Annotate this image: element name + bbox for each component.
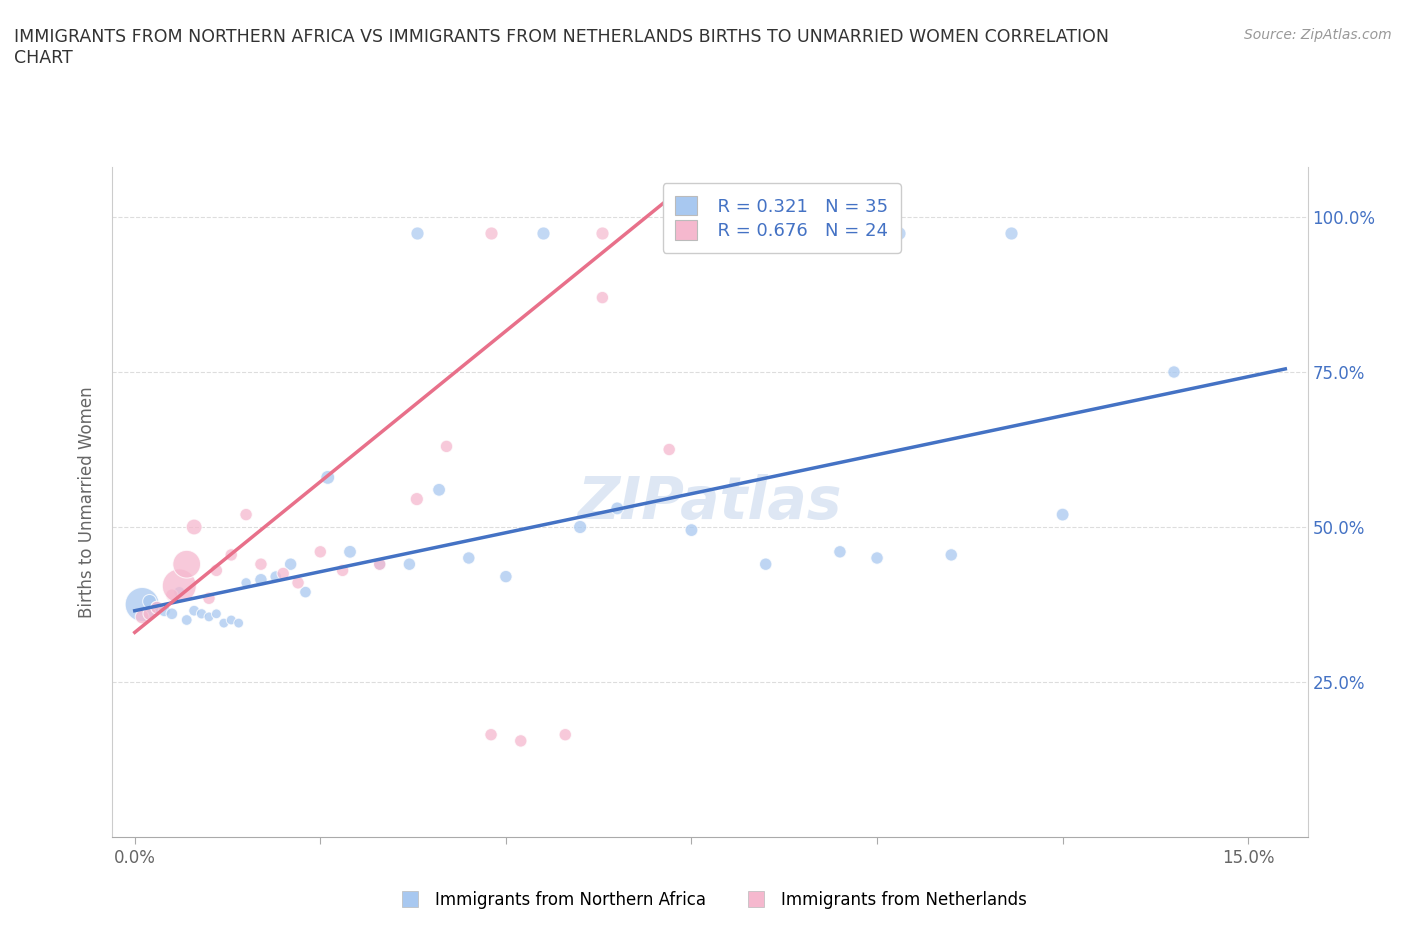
Point — [169, 578, 191, 593]
Point — [554, 727, 576, 742]
Point — [138, 606, 160, 621]
Point — [212, 616, 235, 631]
Point — [138, 594, 160, 609]
Text: IMMIGRANTS FROM NORTHERN AFRICA VS IMMIGRANTS FROM NETHERLANDS BIRTHS TO UNMARRI: IMMIGRANTS FROM NORTHERN AFRICA VS IMMIG… — [14, 28, 1109, 67]
Point — [531, 225, 554, 240]
Point — [205, 563, 228, 578]
Point — [569, 520, 592, 535]
Point — [755, 557, 778, 572]
Point — [457, 551, 479, 565]
Point — [316, 470, 339, 485]
Point — [228, 616, 250, 631]
Point — [658, 442, 681, 457]
Point — [495, 569, 517, 584]
Point — [368, 557, 391, 572]
Point — [332, 563, 354, 578]
Text: ZIPatlas: ZIPatlas — [578, 473, 842, 531]
Point — [681, 523, 703, 538]
Point — [309, 544, 332, 559]
Point — [271, 566, 294, 581]
Point — [1163, 365, 1185, 379]
Point — [339, 544, 361, 559]
Point — [436, 439, 458, 454]
Point — [941, 548, 963, 563]
Point — [398, 557, 420, 572]
Point — [176, 557, 198, 572]
Point — [405, 492, 427, 507]
Point — [153, 604, 176, 618]
Point — [287, 576, 309, 591]
Point — [219, 548, 242, 563]
Point — [183, 520, 205, 535]
Point — [131, 597, 153, 612]
Point — [250, 557, 273, 572]
Point — [405, 225, 427, 240]
Point — [190, 606, 212, 621]
Point — [146, 600, 169, 615]
Point — [264, 569, 287, 584]
Point — [198, 609, 221, 624]
Point — [146, 600, 169, 615]
Point — [169, 585, 191, 600]
Point — [131, 609, 153, 624]
Point — [866, 551, 889, 565]
Point — [235, 576, 257, 591]
Point — [427, 483, 450, 498]
Point — [479, 727, 502, 742]
Point — [889, 225, 911, 240]
Point — [176, 613, 198, 628]
Text: Source: ZipAtlas.com: Source: ZipAtlas.com — [1244, 28, 1392, 42]
Point — [606, 501, 628, 516]
Point — [183, 604, 205, 618]
Point — [591, 290, 613, 305]
Point — [828, 544, 851, 559]
Point — [368, 557, 391, 572]
Point — [776, 225, 799, 240]
Point — [250, 572, 273, 587]
Point — [479, 225, 502, 240]
Point — [160, 606, 183, 621]
Point — [160, 588, 183, 603]
Y-axis label: Births to Unmarried Women: Births to Unmarried Women — [77, 386, 96, 618]
Point — [198, 591, 221, 605]
Point — [280, 557, 302, 572]
Point — [509, 734, 531, 749]
Point — [294, 585, 316, 600]
Point — [205, 606, 228, 621]
Point — [235, 507, 257, 522]
Point — [219, 613, 242, 628]
Point — [1052, 507, 1074, 522]
Point — [591, 225, 613, 240]
Legend: Immigrants from Northern Africa, Immigrants from Netherlands: Immigrants from Northern Africa, Immigra… — [387, 884, 1033, 916]
Point — [1000, 225, 1022, 240]
